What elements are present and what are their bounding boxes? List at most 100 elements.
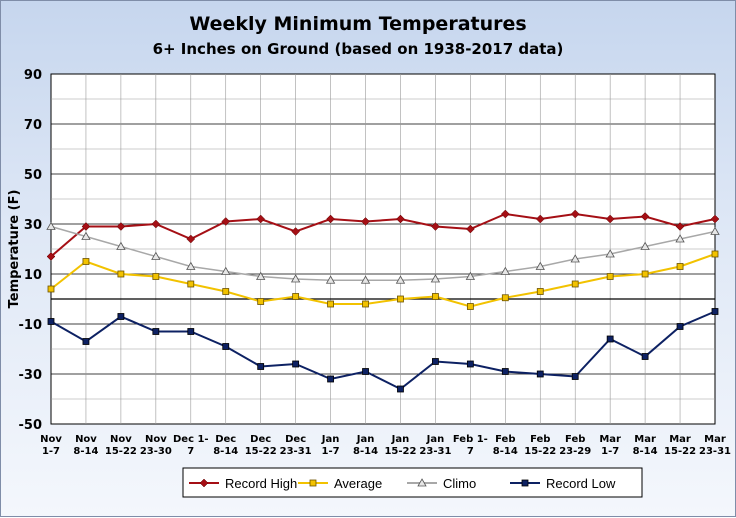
point-record-low bbox=[571, 373, 579, 380]
point-climo bbox=[710, 226, 720, 235]
point-record-low bbox=[536, 370, 544, 378]
point-average bbox=[47, 285, 55, 293]
point-climo bbox=[290, 274, 301, 283]
x-tick-label: 1-7 bbox=[601, 446, 619, 457]
point-record-low bbox=[606, 335, 614, 343]
point-record-high bbox=[46, 252, 56, 261]
point-climo bbox=[116, 241, 126, 250]
series-line-record-high bbox=[50, 212, 716, 258]
x-tick-label: 8-14 bbox=[633, 446, 658, 457]
point-average bbox=[397, 295, 404, 303]
series-average bbox=[47, 250, 719, 310]
point-record-low bbox=[292, 360, 300, 368]
point-record-low bbox=[711, 308, 719, 315]
point-average bbox=[641, 270, 649, 278]
series-record-low bbox=[47, 308, 719, 393]
point-average bbox=[152, 273, 160, 280]
point-record-high bbox=[675, 222, 685, 231]
point-record-high bbox=[326, 214, 335, 224]
point-record-high bbox=[221, 217, 231, 226]
x-tick-label: Dec bbox=[250, 434, 271, 445]
point-record-low bbox=[432, 358, 439, 365]
point-average bbox=[257, 298, 265, 305]
point-average bbox=[571, 280, 579, 288]
point-record-high bbox=[710, 214, 720, 224]
y-tick-label: 50 bbox=[24, 168, 42, 183]
point-record-low bbox=[257, 363, 265, 370]
x-tick-label: Dec bbox=[285, 434, 306, 445]
x-tick-label: 23-30 bbox=[140, 446, 172, 457]
x-tick-label: Nov bbox=[75, 434, 97, 445]
axis-layer: -50-30-101030507090Nov1-7Nov8-14Nov15-22… bbox=[19, 68, 732, 457]
point-record-high bbox=[396, 214, 405, 224]
legend-item-average: Average bbox=[298, 476, 382, 491]
point-record-high bbox=[256, 214, 266, 224]
series-climo bbox=[46, 221, 720, 284]
chart-subtitle: 6+ Inches on Ground (based on 1938-2017 … bbox=[153, 40, 564, 58]
legend-marker bbox=[309, 479, 317, 487]
y-tick-label: 70 bbox=[24, 118, 42, 133]
series-layer bbox=[46, 209, 720, 393]
x-tick-label: 8-14 bbox=[73, 446, 98, 457]
x-tick-label: 7 bbox=[467, 446, 474, 457]
legend-item-record-high: Record High bbox=[189, 476, 297, 491]
point-climo bbox=[255, 271, 266, 280]
y-tick-label: -30 bbox=[19, 368, 43, 383]
point-record-low bbox=[187, 328, 195, 335]
point-climo bbox=[221, 266, 231, 275]
x-tick-label: 8-14 bbox=[493, 446, 518, 457]
point-average bbox=[606, 273, 614, 280]
point-climo bbox=[325, 275, 336, 284]
point-average bbox=[466, 303, 474, 310]
x-tick-label: Feb bbox=[565, 434, 585, 445]
point-record-low bbox=[466, 360, 474, 368]
point-record-low bbox=[641, 353, 649, 360]
y-axis-label: Temperature (F) bbox=[7, 190, 22, 309]
legend-label: Record High bbox=[225, 476, 297, 491]
x-tick-label: 15-22 bbox=[105, 446, 137, 457]
x-tick-label: Jan bbox=[391, 434, 410, 445]
legend-marker bbox=[199, 478, 209, 488]
point-record-high bbox=[500, 209, 510, 219]
point-average bbox=[82, 258, 90, 265]
point-average bbox=[327, 300, 334, 308]
legend-marker bbox=[417, 478, 427, 487]
point-record-low bbox=[222, 343, 230, 350]
point-average bbox=[362, 300, 369, 308]
x-tick-label: Jan bbox=[321, 434, 340, 445]
point-climo bbox=[81, 231, 91, 240]
point-climo bbox=[186, 261, 196, 270]
x-tick-label: 15-22 bbox=[245, 446, 277, 457]
point-average bbox=[432, 293, 439, 300]
series-line-record-low bbox=[50, 310, 716, 391]
x-tick-label: Nov bbox=[40, 434, 62, 445]
point-climo bbox=[675, 234, 685, 243]
x-tick-label: 15-22 bbox=[384, 446, 416, 457]
point-record-high bbox=[291, 227, 300, 236]
y-tick-label: 30 bbox=[24, 218, 42, 233]
point-record-high bbox=[605, 214, 615, 224]
x-tick-label: Nov bbox=[110, 434, 132, 445]
x-tick-label: 7 bbox=[187, 446, 194, 457]
point-record-low bbox=[362, 368, 369, 375]
point-climo bbox=[360, 275, 371, 284]
grid-layer bbox=[51, 74, 715, 424]
point-record-high bbox=[151, 219, 161, 229]
point-record-low bbox=[47, 318, 55, 325]
legend-label: Average bbox=[334, 476, 382, 491]
point-record-low bbox=[117, 313, 125, 320]
legend-item-climo: Climo bbox=[407, 476, 476, 491]
point-average bbox=[187, 280, 195, 288]
point-record-high bbox=[361, 217, 370, 226]
point-climo bbox=[395, 275, 406, 284]
point-record-low bbox=[327, 375, 334, 383]
x-tick-label: Mar bbox=[634, 434, 656, 445]
point-record-high bbox=[570, 209, 580, 219]
point-record-low bbox=[676, 323, 684, 330]
point-average bbox=[222, 288, 230, 295]
x-tick-label: 23-31 bbox=[280, 446, 312, 457]
point-record-high bbox=[466, 224, 475, 234]
point-climo bbox=[430, 274, 441, 283]
x-tick-label: Nov bbox=[145, 434, 167, 445]
